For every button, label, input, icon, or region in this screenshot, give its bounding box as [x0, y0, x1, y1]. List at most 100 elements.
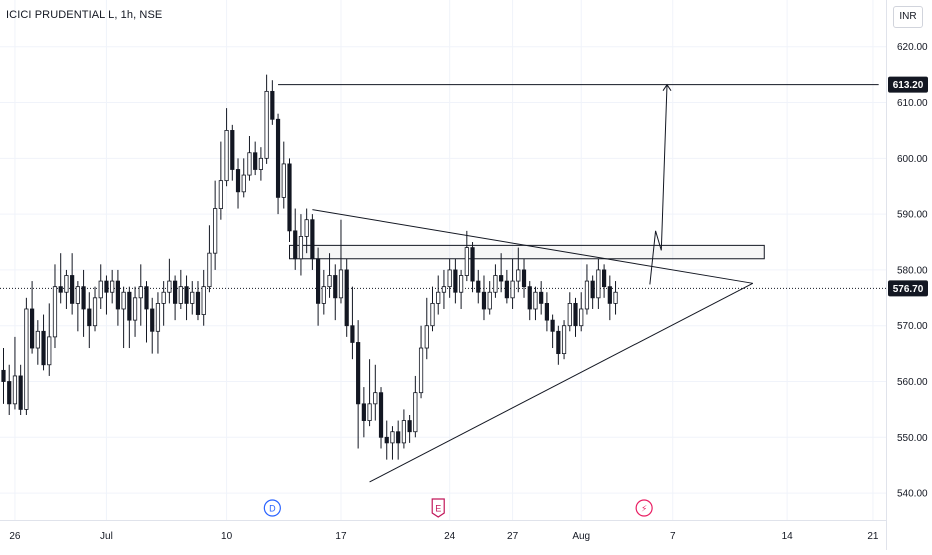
price-axis[interactable]: 540.00 550.00 560.00 570.00 580.00 590.00 600.… — [886, 0, 929, 550]
candle-body — [539, 291, 544, 304]
candle-body — [18, 375, 23, 410]
candle-body — [396, 431, 401, 444]
candle-body — [350, 325, 355, 343]
candle-body — [413, 392, 418, 433]
candle-body — [201, 286, 206, 315]
candle-body — [241, 174, 246, 193]
candle-body — [499, 275, 504, 282]
candle-body — [607, 286, 612, 304]
candle-body — [81, 286, 86, 310]
candle-body — [373, 392, 378, 405]
candle-body — [121, 291, 126, 310]
candle-body — [52, 286, 58, 338]
candle-body — [436, 291, 441, 304]
candle-body — [338, 269, 344, 299]
candle-body — [493, 275, 498, 293]
x-tick-label: Aug — [572, 531, 590, 542]
candle-body — [304, 219, 309, 237]
x-tick-label: 26 — [9, 531, 21, 542]
candle-body — [327, 275, 332, 288]
candle-body — [504, 280, 509, 299]
candle-body — [275, 118, 281, 198]
candle-body — [333, 275, 338, 299]
candle-body — [527, 286, 532, 310]
candle-body — [155, 302, 161, 332]
x-tick-label: 27 — [507, 531, 519, 542]
candle-body — [218, 180, 223, 209]
candle-body — [321, 286, 326, 304]
split-event-icon — [635, 499, 653, 517]
candle-body — [213, 208, 218, 254]
candle-body — [464, 247, 469, 276]
candle-body — [224, 130, 229, 182]
candle-body — [453, 269, 458, 293]
candle-body — [367, 403, 372, 421]
candle-body — [533, 291, 538, 310]
candles — [1, 74, 618, 460]
currency-button[interactable]: INR — [893, 6, 923, 28]
triangle-lower-trendline — [369, 282, 754, 483]
candle-body — [344, 269, 349, 327]
candle-body — [361, 403, 366, 421]
candle-body — [287, 163, 292, 232]
candle-body — [70, 275, 75, 304]
candle-body — [161, 291, 166, 304]
event-label: ⚡ — [641, 504, 647, 514]
candle-body — [418, 347, 424, 394]
candle-body — [516, 269, 521, 282]
price-tag-label: 613.20 — [893, 80, 924, 91]
projection-arrowhead — [662, 83, 672, 91]
candle-body — [510, 280, 515, 299]
projection-path — [649, 84, 668, 285]
dividend-event-icon — [263, 499, 281, 517]
candle-body — [481, 291, 487, 310]
y-tick-label: 560.00 — [897, 377, 928, 388]
candle-body — [390, 431, 395, 444]
candle-body — [29, 308, 35, 349]
y-tick-label: 600.00 — [897, 154, 928, 165]
symbol-title: ICICI PRUDENTIAL L, 1h, NSE — [6, 9, 163, 21]
candle-body — [110, 280, 115, 293]
supply-zone-rect — [289, 244, 765, 260]
candle-body — [590, 280, 595, 299]
candle-body — [424, 325, 429, 349]
x-tick-label: 7 — [670, 531, 676, 542]
candle-body — [356, 342, 361, 405]
candle-body — [207, 252, 212, 288]
candle-body — [235, 169, 241, 193]
candle-body — [430, 302, 435, 327]
event-label: D — [269, 504, 276, 514]
drawing-layer — [0, 83, 886, 483]
y-tick-label: 550.00 — [897, 433, 928, 444]
y-tick-label: 610.00 — [897, 98, 928, 109]
candle-body — [310, 219, 315, 260]
candle-body — [447, 269, 452, 288]
candle-body — [92, 297, 98, 327]
candle-body — [258, 157, 264, 170]
candle-body — [253, 152, 258, 170]
candle-body — [602, 269, 607, 288]
candle-body — [384, 436, 389, 444]
candle-body — [613, 291, 618, 304]
candle-body — [195, 291, 201, 315]
candle-body — [24, 308, 29, 410]
candle-body — [281, 163, 286, 198]
candle-body — [596, 269, 601, 299]
candle-body — [75, 286, 80, 304]
candle-body — [487, 291, 492, 310]
triangle-upper-trendline — [312, 209, 753, 284]
y-tick-label: 620.00 — [897, 42, 928, 53]
candle-body — [544, 302, 550, 321]
candle-body — [556, 330, 561, 355]
time-axis[interactable]: 26 Jul 10 17 24 27 Aug 7 14 21 — [0, 520, 886, 543]
candle-body — [87, 308, 92, 327]
candle-body — [47, 336, 52, 366]
candle-body — [104, 280, 109, 293]
candle-body — [293, 230, 298, 260]
candle-body — [264, 90, 269, 159]
candle-body — [1, 369, 6, 382]
candle-body — [12, 375, 18, 405]
candle-body — [550, 319, 555, 332]
